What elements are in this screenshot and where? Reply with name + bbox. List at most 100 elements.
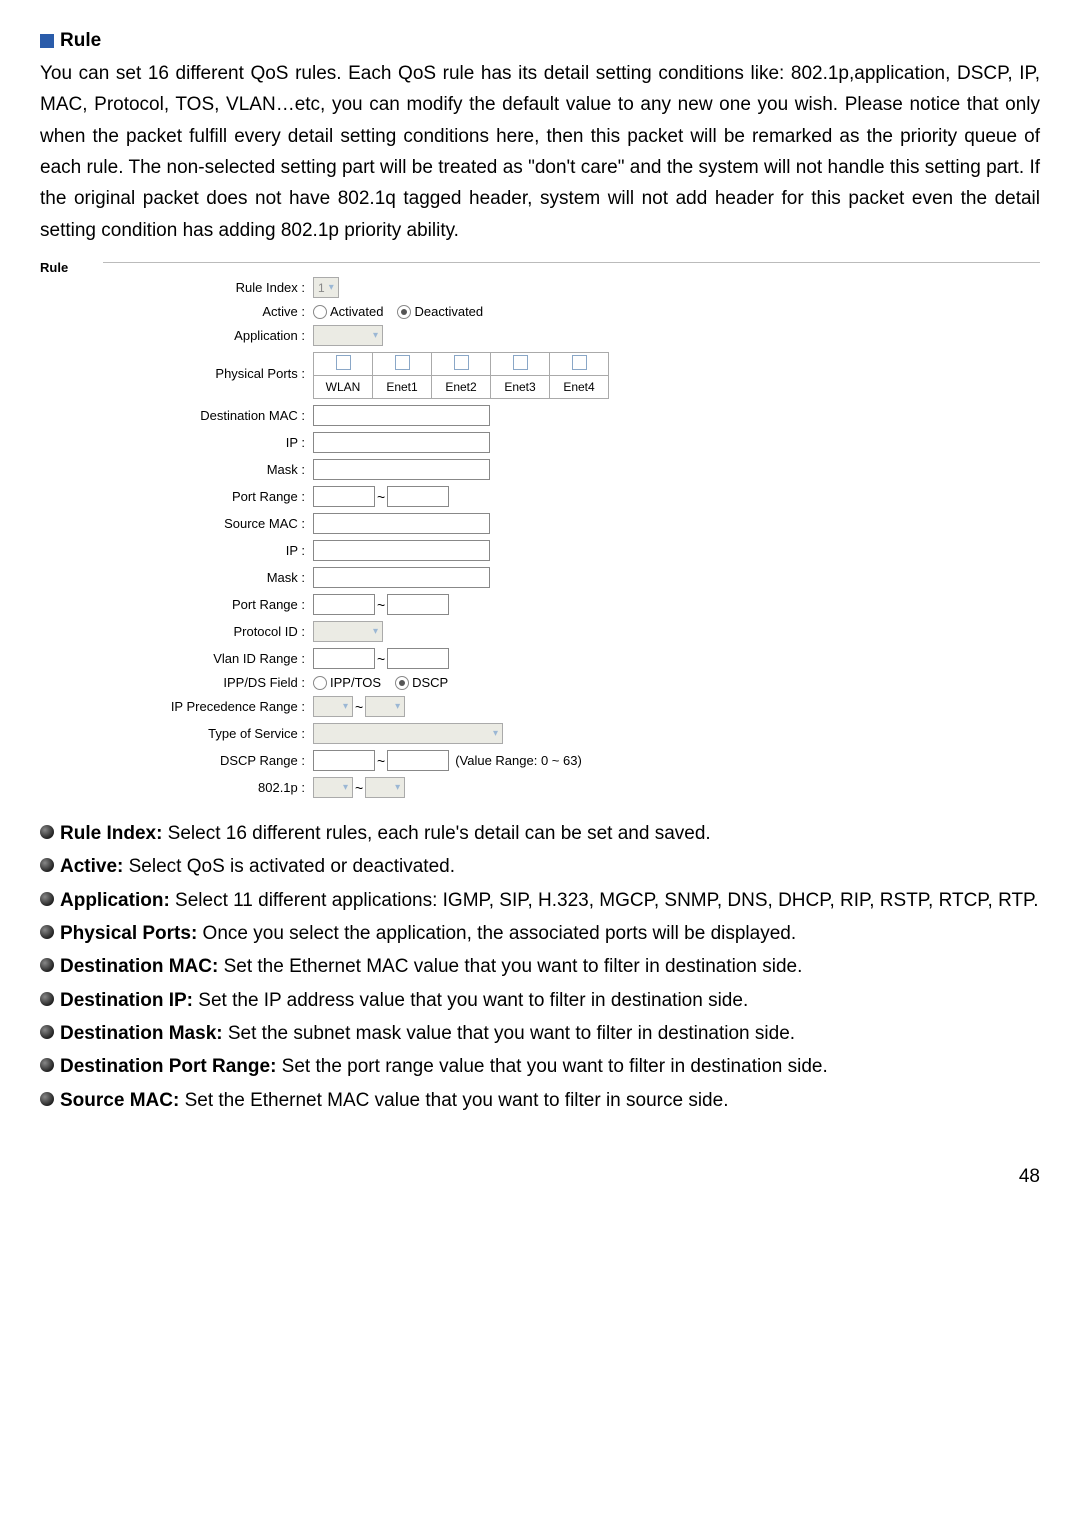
bullet-icon: [40, 1058, 54, 1072]
bullet-body: Once you select the application, the ass…: [197, 923, 796, 944]
chevron-down-icon: ▾: [343, 701, 348, 712]
list-item: Application: Select 11 different applica…: [40, 885, 1040, 916]
radio-label-deactivated: Deactivated: [414, 304, 483, 319]
bullet-icon: [40, 992, 54, 1006]
label-dest-mac: Destination MAC :: [40, 408, 313, 423]
bullet-body: Set the subnet mask value that you want …: [223, 1023, 795, 1044]
checkbox-enet3[interactable]: [513, 355, 528, 370]
bullet-icon: [40, 892, 54, 906]
radio-activated[interactable]: [313, 305, 327, 319]
dscp-note: (Value Range: 0 ~ 63): [455, 753, 582, 768]
label-src-mask: Mask :: [40, 570, 313, 585]
checkbox-enet2[interactable]: [454, 355, 469, 370]
radio-label-ipptos: IPP/TOS: [330, 675, 381, 690]
dest-mac-input[interactable]: [313, 405, 490, 426]
tilde: ~: [377, 489, 385, 505]
bullet-list: Rule Index: Select 16 different rules, e…: [40, 818, 1040, 1116]
bullet-icon: [40, 958, 54, 972]
src-mac-input[interactable]: [313, 513, 490, 534]
chevron-down-icon: ▾: [395, 701, 400, 712]
src-port-from[interactable]: [313, 594, 375, 615]
tilde: ~: [355, 780, 363, 796]
rule-index-value: 1: [318, 281, 325, 295]
label-dest-mask: Mask :: [40, 462, 313, 477]
checkbox-enet4[interactable]: [572, 355, 587, 370]
label-active: Active :: [40, 304, 313, 319]
ip-prec-from[interactable]: ▾: [313, 696, 353, 717]
rule-form: Rule Rule Index : 1 ▾ Active : Activated…: [40, 260, 1040, 798]
bullet-body: Set the port range value that you want t…: [276, 1056, 827, 1077]
radio-deactivated[interactable]: [397, 305, 411, 319]
bullet-icon: [40, 858, 54, 872]
src-mask-input[interactable]: [313, 567, 490, 588]
bullet-body: Select 16 different rules, each rule's d…: [162, 823, 710, 844]
tilde: ~: [377, 597, 385, 613]
bullet-body: Select 11 different applications: IGMP, …: [170, 890, 1039, 911]
bullet-icon: [40, 1025, 54, 1039]
vlan-to[interactable]: [387, 648, 449, 669]
label-tos: Type of Service :: [40, 726, 313, 741]
src-port-to[interactable]: [387, 594, 449, 615]
bullet-title: Destination IP:: [60, 990, 193, 1011]
bullet-title: Physical Ports:: [60, 923, 197, 944]
list-item: Destination MAC: Set the Ethernet MAC va…: [40, 951, 1040, 982]
label-dscp: DSCP Range :: [40, 753, 313, 768]
bullet-body: Set the Ethernet MAC value that you want…: [218, 956, 802, 977]
page-number: 48: [40, 1166, 1040, 1188]
label-rule-index: Rule Index :: [40, 280, 313, 295]
port-label: Enet2: [432, 376, 491, 399]
radio-label-activated: Activated: [330, 304, 383, 319]
dest-port-to[interactable]: [387, 486, 449, 507]
list-item: Rule Index: Select 16 different rules, e…: [40, 818, 1040, 849]
dest-port-from[interactable]: [313, 486, 375, 507]
bullet-title: Destination Port Range:: [60, 1056, 276, 1077]
tilde: ~: [377, 651, 385, 667]
list-item: Physical Ports: Once you select the appl…: [40, 918, 1040, 949]
protocol-select[interactable]: ▾: [313, 621, 383, 642]
bullet-body: Set the IP address value that you want t…: [193, 990, 748, 1011]
dest-ip-input[interactable]: [313, 432, 490, 453]
list-item: Destination Mask: Set the subnet mask va…: [40, 1018, 1040, 1049]
section-marker: [40, 34, 54, 48]
bullet-title: Destination MAC:: [60, 956, 218, 977]
bullet-title: Active:: [60, 856, 123, 877]
port-label: Enet4: [550, 376, 609, 399]
tilde: ~: [377, 753, 385, 769]
src-ip-input[interactable]: [313, 540, 490, 561]
radio-ipptos[interactable]: [313, 676, 327, 690]
label-src-port: Port Range :: [40, 597, 313, 612]
tos-select[interactable]: ▾: [313, 723, 503, 744]
chevron-down-icon: ▾: [343, 782, 348, 793]
radio-dscp[interactable]: [395, 676, 409, 690]
intro-paragraph: You can set 16 different QoS rules. Each…: [40, 58, 1040, 246]
bullet-body: Set the Ethernet MAC value that you want…: [179, 1090, 728, 1111]
label-src-ip: IP :: [40, 543, 313, 558]
chevron-down-icon: ▾: [373, 626, 378, 637]
dscp-to[interactable]: [387, 750, 449, 771]
bullet-title: Application:: [60, 890, 170, 911]
8021p-from[interactable]: ▾: [313, 777, 353, 798]
radio-label-dscp: DSCP: [412, 675, 448, 690]
label-src-mac: Source MAC :: [40, 516, 313, 531]
bullet-icon: [40, 825, 54, 839]
list-item: Active: Select QoS is activated or deact…: [40, 851, 1040, 882]
vlan-from[interactable]: [313, 648, 375, 669]
chevron-down-icon: ▾: [493, 728, 498, 739]
checkbox-wlan[interactable]: [336, 355, 351, 370]
dscp-from[interactable]: [313, 750, 375, 771]
ip-prec-to[interactable]: ▾: [365, 696, 405, 717]
checkbox-enet1[interactable]: [395, 355, 410, 370]
bullet-title: Source MAC:: [60, 1090, 179, 1111]
label-dest-port: Port Range :: [40, 489, 313, 504]
application-select[interactable]: ▾: [313, 325, 383, 346]
dest-mask-input[interactable]: [313, 459, 490, 480]
label-vlan-id: Vlan ID Range :: [40, 651, 313, 666]
8021p-to[interactable]: ▾: [365, 777, 405, 798]
chevron-down-icon: ▾: [395, 782, 400, 793]
port-label: WLAN: [314, 376, 373, 399]
list-item: Source MAC: Set the Ethernet MAC value t…: [40, 1085, 1040, 1116]
bullet-icon: [40, 925, 54, 939]
bullet-title: Rule Index:: [60, 823, 162, 844]
rule-index-select[interactable]: 1 ▾: [313, 277, 339, 298]
port-label: Enet1: [373, 376, 432, 399]
